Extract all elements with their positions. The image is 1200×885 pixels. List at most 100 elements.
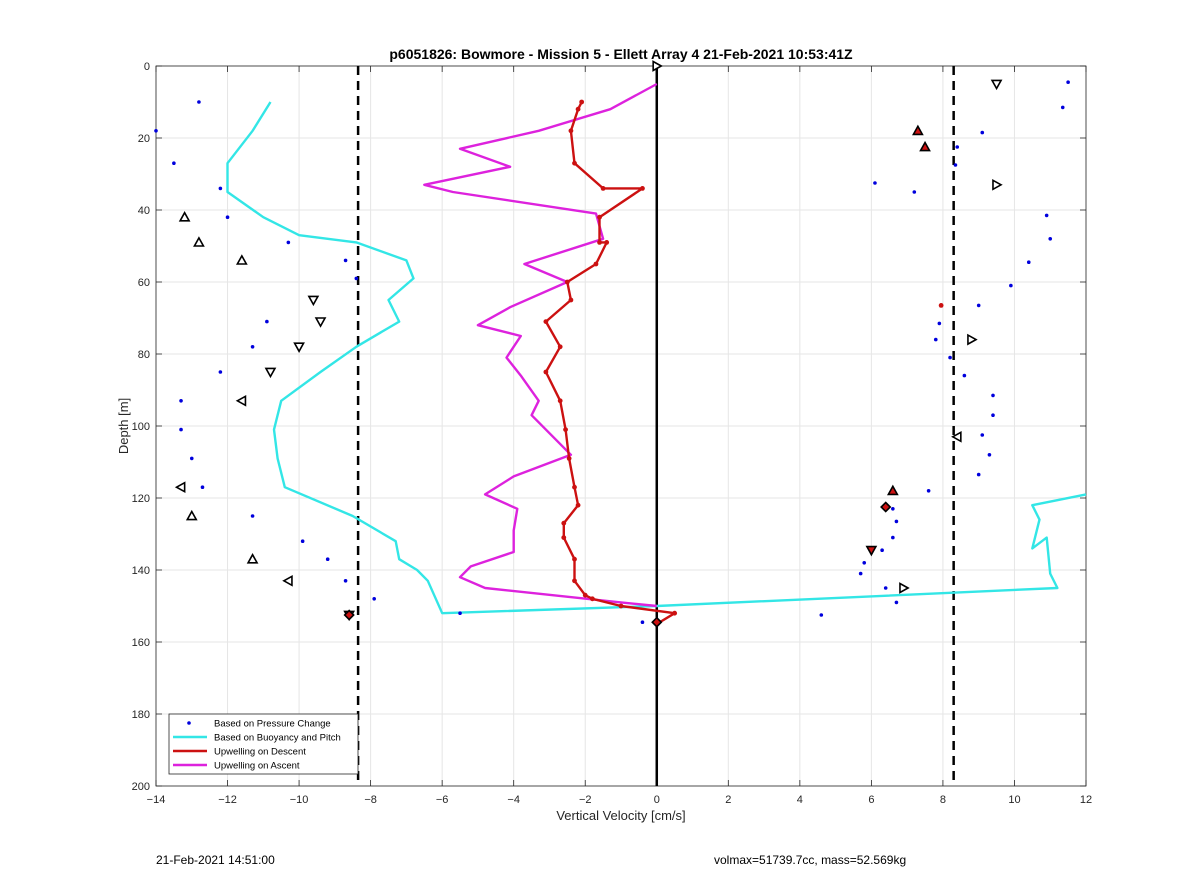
pressure-point <box>343 258 348 263</box>
pressure-point <box>179 427 183 432</box>
triangle-marker-up <box>178 211 191 222</box>
descent-point <box>575 502 581 508</box>
descent-point <box>543 319 549 324</box>
footer-timestamp: 21-Feb-2021 14:51:00 <box>156 853 275 867</box>
pressure-point <box>265 319 269 324</box>
descent-point <box>593 261 599 267</box>
pressure-point <box>933 337 938 342</box>
triangle-marker-right <box>899 582 910 594</box>
legend-entry-label: Based on Pressure Change <box>214 719 331 730</box>
pressure-point <box>880 548 884 552</box>
pressure-point <box>225 215 230 219</box>
pressure-point <box>1066 80 1070 84</box>
pressure-point <box>640 620 645 624</box>
pressure-point <box>154 129 158 133</box>
y-tick-label: 60 <box>138 277 150 289</box>
descent-point <box>572 556 577 562</box>
descent-point <box>566 456 572 461</box>
pressure-point <box>372 597 376 601</box>
pressure-point <box>819 613 824 617</box>
descent-point <box>561 535 567 540</box>
legend-entry-label: Upwelling on Ascent <box>214 761 300 772</box>
descent-point <box>557 344 563 350</box>
x-tick-label: −12 <box>218 794 237 806</box>
descent-point <box>589 596 595 602</box>
pressure-point <box>300 539 305 543</box>
y-tick-label: 100 <box>132 421 150 433</box>
triangle-marker-up <box>185 509 198 521</box>
triangle-marker-up <box>246 553 259 564</box>
pressure-point <box>286 240 291 245</box>
x-tick-label: 12 <box>1080 794 1092 806</box>
x-tick-label: −8 <box>364 794 377 806</box>
filled-marker <box>880 501 892 513</box>
series-ascent-line <box>423 82 658 608</box>
y-tick-label: 40 <box>138 205 150 217</box>
x-tick-label: −4 <box>507 794 520 806</box>
descent-point <box>557 398 563 404</box>
x-tick-label: −10 <box>290 794 309 806</box>
pressure-point <box>926 489 931 493</box>
pressure-point <box>873 181 877 185</box>
pressure-point <box>189 456 194 461</box>
pressure-point <box>250 514 255 518</box>
y-tick-label: 160 <box>132 637 150 649</box>
triangle-marker-down <box>865 545 878 557</box>
x-axis-label: Vertical Velocity [cm/s] <box>556 808 685 823</box>
y-tick-label: 0 <box>144 61 150 73</box>
triangle-marker-down <box>990 79 1003 91</box>
y-axis-label: Depth [m] <box>116 398 131 454</box>
descent-point <box>618 603 624 609</box>
triangle-marker-right <box>967 333 978 346</box>
pressure-point <box>1048 237 1053 241</box>
filled-marker <box>651 616 663 628</box>
y-tick-label: 20 <box>138 133 150 145</box>
descent-point <box>604 240 610 245</box>
descent-point <box>600 186 606 191</box>
pressure-point <box>1026 260 1031 265</box>
x-tick-label: 8 <box>940 794 946 806</box>
pressure-point <box>980 433 985 437</box>
pressure-point <box>891 535 895 540</box>
pressure-point <box>980 130 985 135</box>
triangle-marker-right <box>992 178 1003 191</box>
triangle-marker-down <box>314 317 327 328</box>
pressure-point <box>987 453 992 457</box>
pressure-point <box>937 321 942 326</box>
pressure-point <box>976 472 981 477</box>
x-tick-label: 10 <box>1008 794 1020 806</box>
pressure-point <box>1044 213 1049 218</box>
pressure-point <box>953 163 958 167</box>
descent-point <box>543 369 549 375</box>
pressure-point <box>458 611 462 615</box>
x-tick-label: 0 <box>654 794 660 806</box>
triangle-marker-down <box>264 367 277 379</box>
triangle-marker-left <box>235 394 247 407</box>
pressure-point <box>179 399 183 403</box>
legend-entry-label: Upwelling on Descent <box>214 747 306 758</box>
pressure-point <box>250 345 255 349</box>
x-tick-label: −6 <box>436 794 449 806</box>
pressure-point <box>955 145 960 149</box>
triangle-marker-left <box>951 430 962 443</box>
y-tick-label: 200 <box>132 781 150 793</box>
pressure-point <box>948 355 952 360</box>
triangle-marker-up <box>235 254 248 265</box>
pressure-point <box>218 186 223 191</box>
triangle-marker-up <box>886 484 899 496</box>
descent-point <box>672 610 678 616</box>
footer-volmax-mass: volmax=51739.7cc, mass=52.569kg <box>714 853 907 867</box>
pressure-point <box>894 600 899 605</box>
triangle-marker-down <box>293 342 305 353</box>
pressure-point <box>862 561 867 565</box>
x-tick-label: −14 <box>147 794 166 806</box>
descent-point <box>575 106 581 112</box>
pressure-point <box>200 485 205 490</box>
descent-point <box>579 99 585 105</box>
pressure-point <box>976 303 981 308</box>
pressure-point <box>197 100 201 104</box>
x-tick-label: 6 <box>868 794 874 806</box>
x-tick-label: 4 <box>797 794 803 806</box>
descent-point <box>572 578 577 584</box>
x-tick-label: −2 <box>579 794 592 806</box>
